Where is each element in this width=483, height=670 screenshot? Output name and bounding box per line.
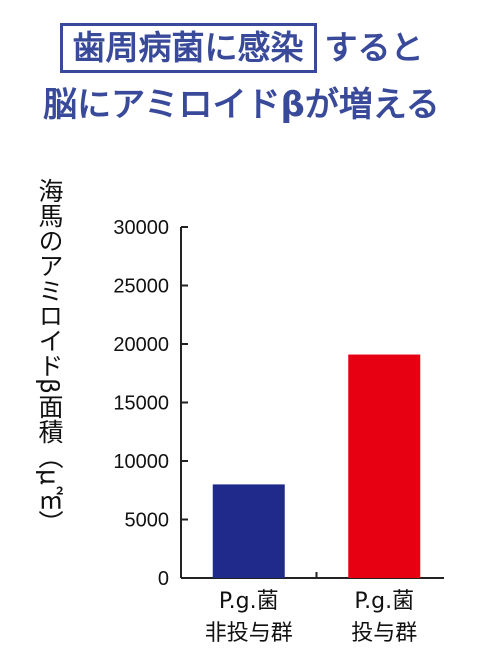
headline-line1: 歯周病菌に感染 すると — [0, 22, 483, 74]
headline-boxed-text: 歯周病菌に感染 — [59, 23, 317, 73]
y-tick-label: 30000 — [113, 217, 169, 239]
y-tick-label: 0 — [158, 568, 169, 590]
bar-administered — [348, 354, 421, 578]
category-label-line2: 非投与群 — [205, 621, 293, 646]
y-axis-label: 海馬のアミロイドβ面積（μ㎡） — [35, 178, 64, 535]
y-tick-label: 5000 — [125, 510, 170, 532]
headline-line2: 脳にアミロイドβが増える — [43, 85, 440, 125]
y-tick-label: 20000 — [113, 334, 169, 356]
headline: 歯周病菌に感染 すると 脳にアミロイドβが増える — [0, 0, 483, 150]
y-tick-label: 25000 — [113, 276, 169, 298]
category-label-line1: P.g.菌 — [354, 589, 414, 614]
headline-line1-rest: すると — [324, 28, 424, 67]
y-tick-label: 15000 — [113, 393, 169, 415]
category-label-line2: 投与群 — [351, 621, 417, 646]
bar-non-administered — [212, 484, 285, 578]
y-tick-label: 10000 — [113, 451, 169, 473]
category-label-line1: P.g.菌 — [219, 589, 279, 614]
